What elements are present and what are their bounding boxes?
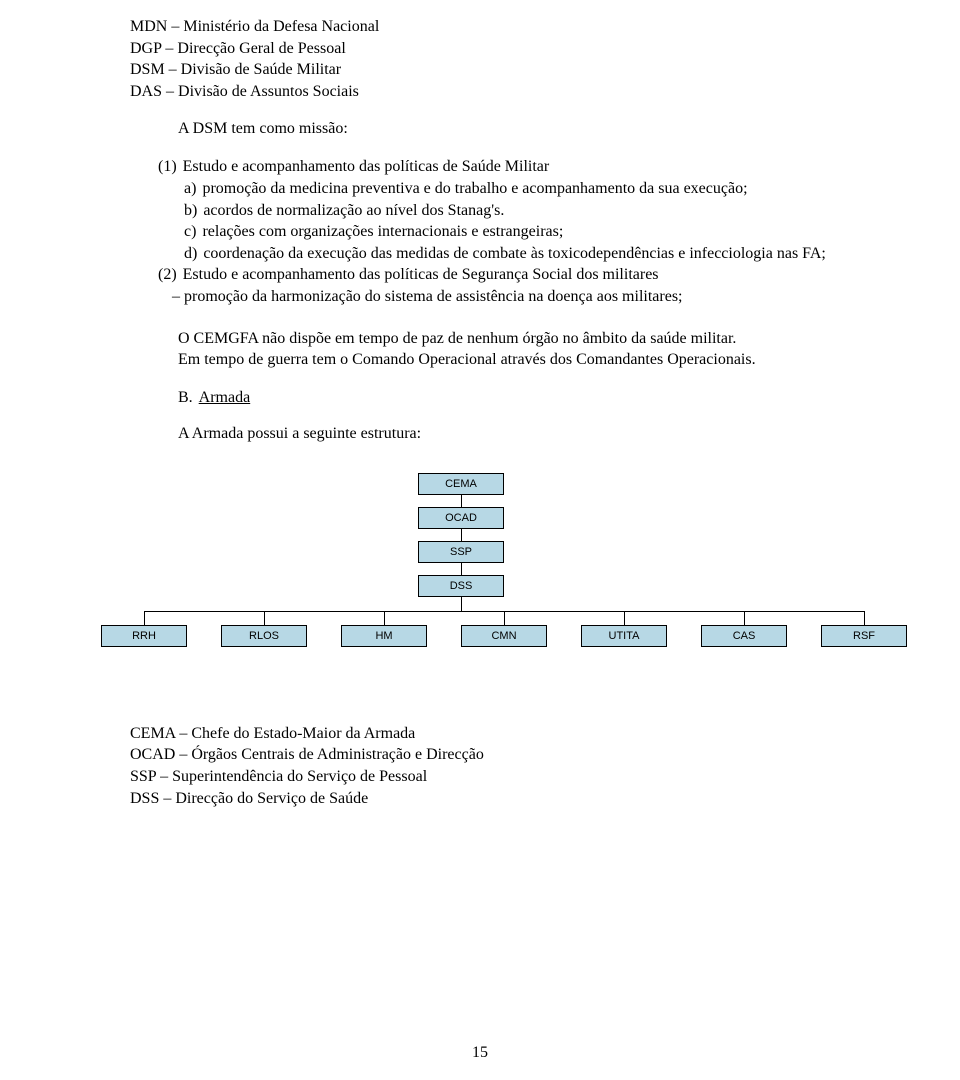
org-connector [504,611,505,625]
list-text: – promoção da harmonização do sistema de… [172,286,870,308]
org-connector [461,529,462,541]
org-node-rsf: RSF [821,625,907,647]
list-item-2-dash: – promoção da harmonização do sistema de… [172,286,870,308]
org-node-ssp: SSP [418,541,504,563]
list-item-1c: c) relações com organizações internacion… [184,221,870,243]
org-node-ocad: OCAD [418,507,504,529]
org-node-cmn: CMN [461,625,547,647]
marker: d) [184,243,203,265]
definition-line: SSP – Superintendência do Serviço de Pes… [130,766,870,788]
abbrev-line: DSM – Divisão de Saúde Militar [130,59,870,81]
marker: a) [184,178,202,200]
abbrev-line: MDN – Ministério da Defesa Nacional [130,16,870,38]
org-connector [144,611,145,625]
list-text: promoção da medicina preventiva e do tra… [202,178,870,200]
org-connector [461,563,462,575]
abbreviation-list: MDN – Ministério da Defesa Nacional DGP … [130,16,870,102]
org-node-cema: CEMA [418,473,504,495]
org-node-rlos: RLOS [221,625,307,647]
list-text: relações com organizações internacionais… [202,221,870,243]
paragraph: O CEMGFA não dispõe em tempo de paz de n… [130,328,870,350]
mission-intro: A DSM tem como missão: [130,120,870,138]
definition-line: DSS – Direcção do Serviço de Saúde [130,788,870,810]
abbrev-line: DAS – Divisão de Assuntos Sociais [130,81,870,103]
list-item-1d: d) coordenação da execução das medidas d… [184,243,870,265]
section-title: Armada [199,389,251,407]
marker: c) [184,221,202,243]
org-node-cas: CAS [701,625,787,647]
org-connector [461,495,462,507]
list-text: acordos de normalização ao nível dos Sta… [203,200,870,222]
section-heading: B. Armada [130,389,870,407]
org-node-rrh: RRH [101,625,187,647]
page-number: 15 [0,1044,960,1062]
marker: (2) [158,264,183,286]
org-connector [461,597,462,611]
section-marker: B. [178,389,199,407]
org-node-hm: HM [341,625,427,647]
org-connector [624,611,625,625]
marker: b) [184,200,203,222]
org-connector [264,611,265,625]
list-item-1a: a) promoção da medicina preventiva e do … [184,178,870,200]
paragraph: Em tempo de guerra tem o Comando Operaci… [130,349,870,371]
abbrev-line: DGP – Direcção Geral de Pessoal [130,38,870,60]
list-text: Estudo e acompanhamento das políticas de… [183,264,870,286]
list-item-2: (2) Estudo e acompanhamento das política… [158,264,870,286]
org-connector [744,611,745,625]
org-connector [864,611,865,625]
list-item-1: (1) Estudo e acompanhamento das política… [158,156,870,178]
org-chart: CEMAOCADSSPDSSRRHRLOSHMCMNUTITACASRSF [130,473,870,663]
numbered-list: (1) Estudo e acompanhamento das política… [130,156,870,307]
definition-list: CEMA – Chefe do Estado-Maior da Armada O… [130,723,870,809]
paragraph-block: O CEMGFA não dispõe em tempo de paz de n… [130,328,870,371]
list-text: Estudo e acompanhamento das políticas de… [183,156,870,178]
structure-intro: A Armada possui a seguinte estrutura: [130,425,870,443]
org-node-utita: UTITA [581,625,667,647]
list-item-1b: b) acordos de normalização ao nível dos … [184,200,870,222]
list-text: coordenação da execução das medidas de c… [203,243,870,265]
definition-line: OCAD – Órgãos Centrais de Administração … [130,744,870,766]
org-node-dss: DSS [418,575,504,597]
marker: (1) [158,156,183,178]
org-connector [384,611,385,625]
definition-line: CEMA – Chefe do Estado-Maior da Armada [130,723,870,745]
